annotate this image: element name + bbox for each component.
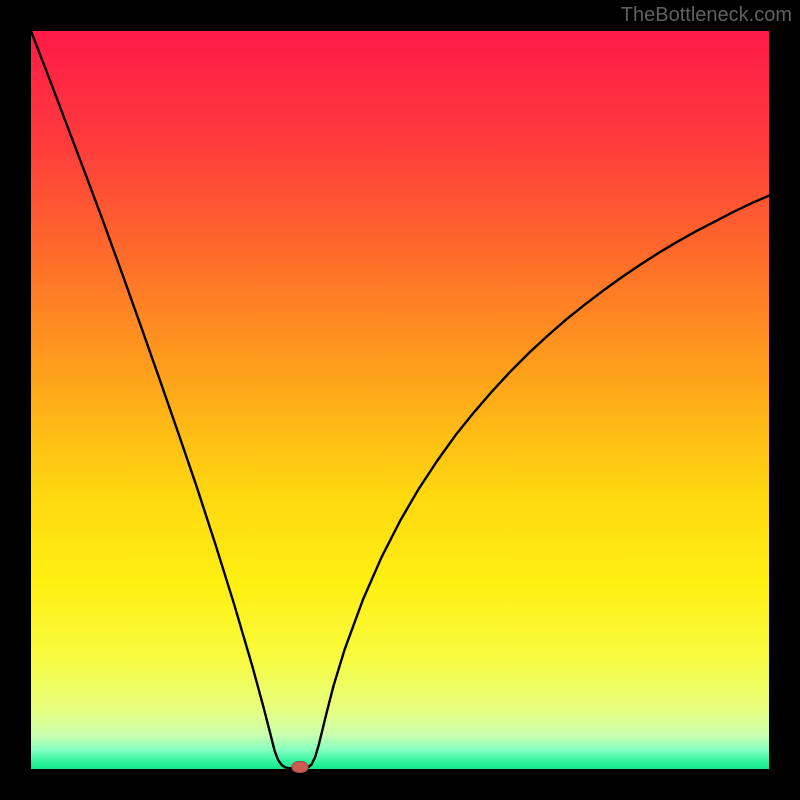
bottleneck-curve (31, 31, 769, 768)
optimum-marker (292, 761, 309, 773)
plot-area (31, 31, 769, 769)
curve-svg (31, 31, 769, 769)
watermark-text: TheBottleneck.com (621, 4, 792, 27)
